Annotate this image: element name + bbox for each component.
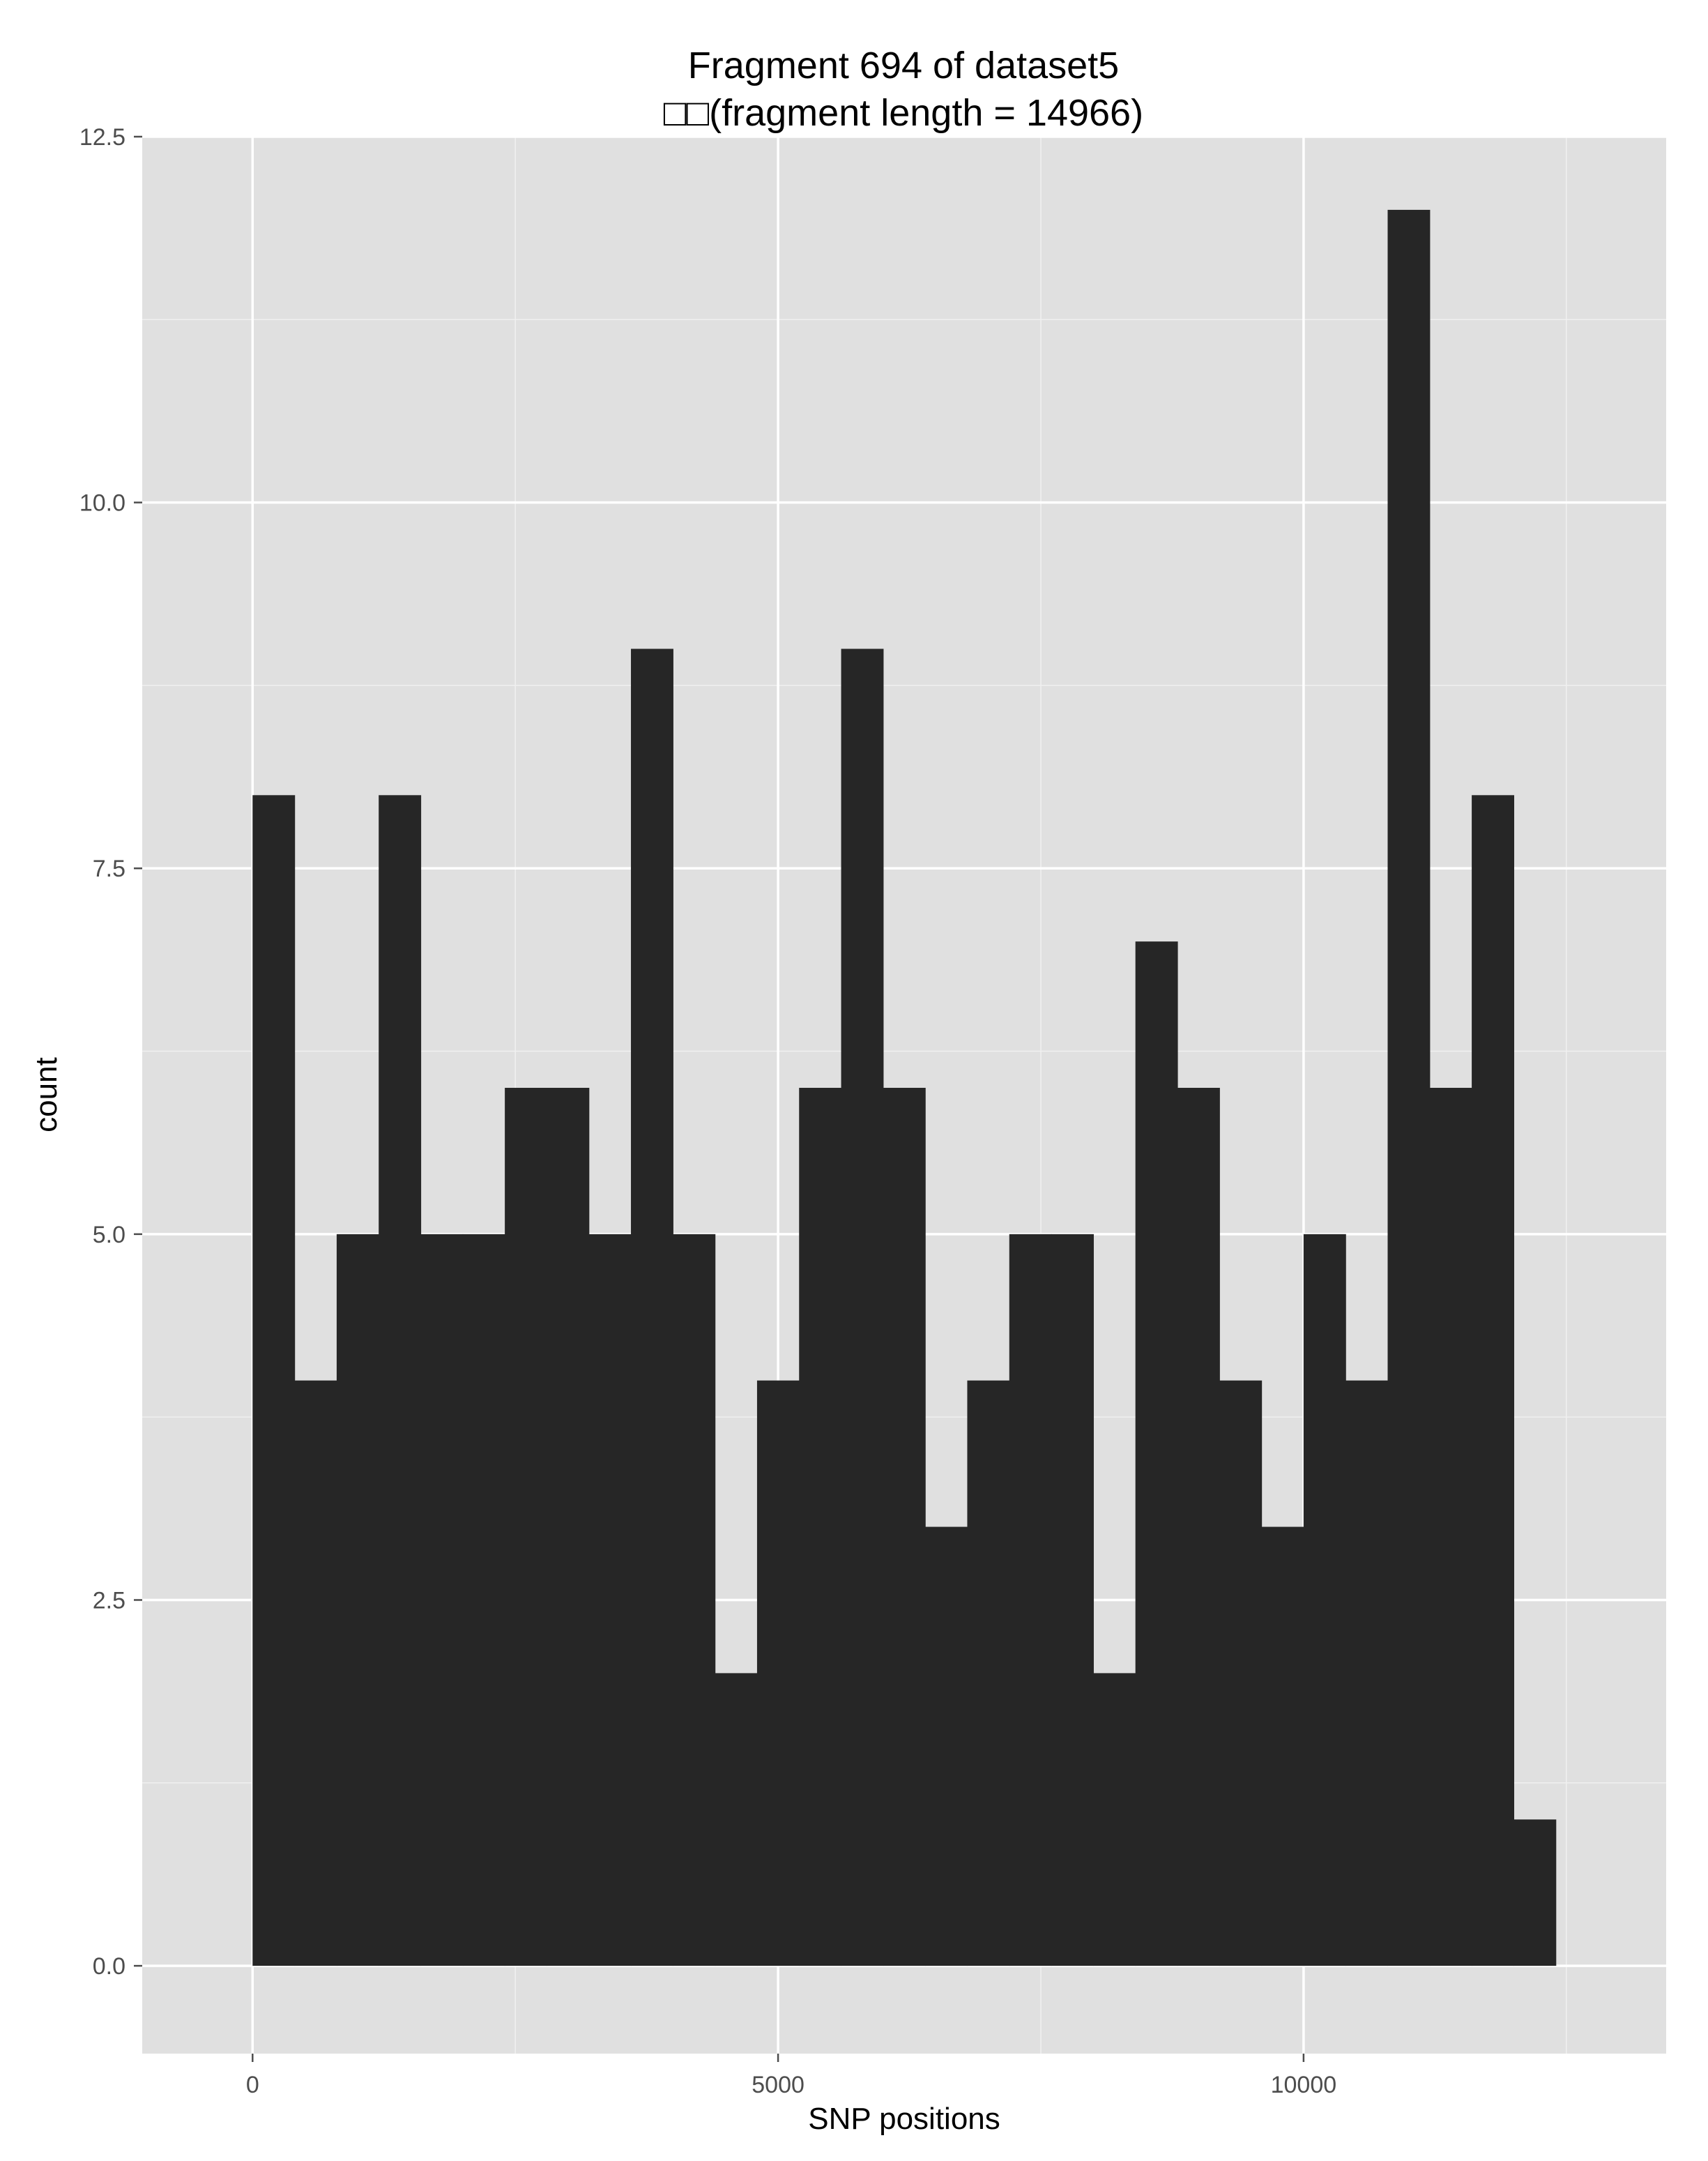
- histogram-bar: [1472, 795, 1514, 1966]
- x-axis: 0 5000 10000: [246, 2054, 1336, 2098]
- histogram-bar: [294, 1380, 337, 1966]
- plot-panel: [142, 135, 1666, 2054]
- histogram-bar: [1345, 1380, 1389, 1966]
- y-axis: 0.0 2.5 5.0 7.5 10.0 12.5: [79, 124, 142, 1980]
- histogram-bar: [1387, 209, 1431, 1966]
- y-tick-label: 2.5: [93, 1587, 125, 1614]
- x-tick-label: 0: [246, 2072, 259, 2098]
- y-tick-label: 5.0: [93, 1222, 125, 1248]
- histogram-bar: [588, 1234, 632, 1966]
- y-tick-label: 0.0: [93, 1953, 125, 1980]
- histogram-bar: [1219, 1380, 1263, 1966]
- histogram-bar: [252, 795, 296, 1966]
- histogram-bar: [799, 1088, 842, 1966]
- histogram-bar: [336, 1234, 379, 1966]
- histogram-bar: [967, 1380, 1010, 1966]
- y-tick-label: 12.5: [79, 124, 125, 151]
- histogram-bar: [1261, 1526, 1304, 1966]
- histogram-bar: [1051, 1234, 1094, 1966]
- histogram-bar: [715, 1673, 758, 1966]
- histogram-bar: [841, 649, 884, 1966]
- histogram-bar: [379, 795, 422, 1966]
- x-tick-label: 10000: [1271, 2072, 1337, 2098]
- y-axis-title: count: [29, 1057, 63, 1132]
- y-tick-label: 10.0: [79, 490, 125, 517]
- histogram-bar: [462, 1234, 505, 1966]
- y-tick-label: 7.5: [93, 856, 125, 882]
- chart-title: Fragment 694 of dataset5: [688, 45, 1119, 86]
- chart-subtitle: □□(fragment length = 14966): [664, 92, 1143, 134]
- x-axis-title: SNP positions: [808, 2102, 1000, 2136]
- histogram-bar: [1093, 1673, 1136, 1966]
- histogram-bar: [925, 1526, 968, 1966]
- histogram-bar: [1513, 1819, 1557, 1966]
- x-tick-label: 5000: [752, 2072, 805, 2098]
- histogram-bar: [631, 649, 673, 1966]
- histogram-bar: [1177, 1088, 1220, 1966]
- histogram-bar: [1303, 1234, 1346, 1966]
- histogram-bars: [252, 209, 1557, 1966]
- histogram-bar: [547, 1088, 590, 1966]
- histogram-bar: [673, 1234, 716, 1966]
- histogram-bar: [1009, 1234, 1052, 1966]
- histogram-bar: [1429, 1088, 1472, 1966]
- histogram-bar: [756, 1380, 800, 1966]
- histogram-bar: [1135, 941, 1178, 1966]
- histogram-bar: [883, 1088, 926, 1966]
- histogram-bar: [505, 1088, 548, 1966]
- histogram-bar: [420, 1234, 464, 1966]
